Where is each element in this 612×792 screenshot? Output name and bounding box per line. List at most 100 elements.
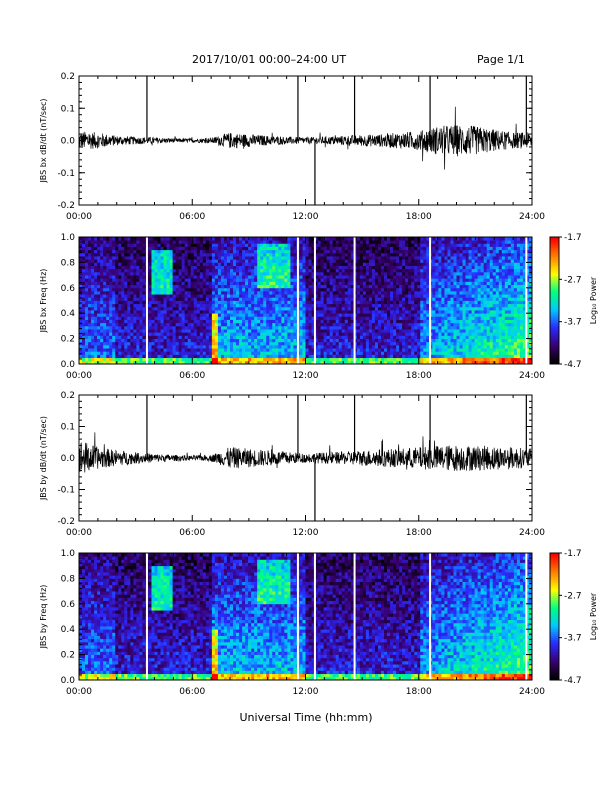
heatmap-cell	[362, 278, 367, 282]
heatmap-cell	[130, 360, 134, 365]
heatmap-cell	[88, 322, 92, 327]
heatmap-cell	[109, 249, 113, 254]
heatmap-cell	[181, 249, 186, 254]
heatmap-cell	[154, 278, 158, 282]
heatmap-cell	[103, 300, 107, 305]
heatmap-cell	[223, 259, 228, 263]
heatmap-cell	[441, 335, 445, 339]
heatmap-cell	[308, 256, 312, 260]
heatmap-cell	[175, 246, 180, 251]
heatmap-cell	[308, 335, 312, 339]
heatmap-cell	[272, 278, 276, 282]
heatmap-cell	[420, 256, 424, 260]
heatmap-cell	[97, 240, 101, 244]
heatmap-cell	[377, 341, 382, 346]
heatmap-cell	[387, 313, 391, 317]
heatmap-cell	[94, 316, 98, 320]
heatmap-cell	[417, 338, 421, 343]
heatmap-cell	[420, 252, 424, 257]
heatmap-cell	[239, 287, 243, 292]
heatmap-cell	[374, 278, 379, 282]
heatmap-cell	[323, 325, 328, 330]
heatmap-cell	[426, 262, 430, 266]
heatmap-cell	[230, 332, 234, 336]
heatmap-cell	[157, 300, 161, 305]
heatmap-cell	[223, 278, 228, 282]
heatmap-cell	[91, 348, 95, 352]
heatmap-cell	[172, 252, 177, 257]
heatmap-cell	[374, 268, 379, 273]
heatmap-cell	[299, 310, 303, 314]
heatmap-cell	[184, 344, 189, 349]
heatmap-cell	[187, 313, 192, 317]
heatmap-cell	[390, 310, 394, 314]
heatmap-cell	[208, 348, 213, 352]
heatmap-cell	[284, 240, 288, 244]
heatmap-cell	[91, 338, 95, 343]
heatmap-cell	[103, 284, 107, 289]
heatmap-cell	[85, 300, 89, 305]
heatmap-cell	[91, 262, 95, 266]
heatmap-cell	[338, 303, 343, 308]
heatmap-cell	[290, 329, 294, 333]
heatmap-cell	[305, 281, 309, 286]
heatmap-cell	[130, 313, 134, 317]
heatmap-cell	[347, 246, 352, 251]
heatmap-cell	[85, 243, 89, 247]
heatmap-cell	[272, 329, 276, 333]
heatmap-cell	[299, 325, 303, 330]
heatmap-cell	[178, 300, 183, 305]
heatmap-cell	[411, 300, 415, 305]
heatmap-cell	[417, 306, 421, 311]
heatmap-cell	[248, 290, 252, 295]
heatmap-cell	[266, 354, 270, 359]
heatmap-cell	[160, 252, 164, 257]
heatmap-cell	[79, 243, 83, 247]
heatmap-cell	[356, 259, 361, 263]
heatmap-cell	[148, 338, 152, 343]
heatmap-cell	[278, 243, 282, 247]
heatmap-cell	[181, 338, 186, 343]
heatmap-cell	[284, 297, 288, 301]
heatmap-cell	[124, 297, 128, 301]
heatmap-cell	[103, 275, 107, 279]
heatmap-cell	[157, 284, 161, 289]
heatmap-cell	[396, 284, 400, 289]
heatmap-cell	[124, 303, 128, 308]
heatmap-cell	[190, 325, 195, 330]
heatmap-cell	[175, 351, 180, 355]
heatmap-cell	[199, 332, 204, 336]
heatmap-cell	[314, 357, 318, 362]
heatmap-cell	[124, 310, 128, 314]
heatmap-cell	[100, 256, 104, 260]
heatmap-cell	[284, 325, 288, 330]
heatmap-cell	[91, 294, 95, 298]
heatmap-cell	[127, 275, 131, 279]
heatmap-cell	[275, 287, 279, 292]
heatmap-cell	[311, 319, 315, 324]
heatmap-cell	[417, 278, 421, 282]
heatmap-cell	[299, 243, 303, 247]
heatmap-cell	[133, 243, 137, 247]
heatmap-cell	[115, 344, 119, 349]
heatmap-cell	[154, 268, 158, 273]
heatmap-cell	[199, 300, 204, 305]
heatmap-cell	[368, 278, 373, 282]
heatmap-cell	[263, 329, 267, 333]
heatmap-cell	[163, 313, 167, 317]
heatmap-cell	[387, 357, 391, 362]
heatmap-cell	[317, 310, 321, 314]
heatmap-cell	[305, 341, 309, 346]
heatmap-cell	[368, 310, 373, 314]
heatmap-cell	[202, 281, 207, 286]
heatmap-cell	[172, 271, 177, 276]
heatmap-cell	[160, 259, 164, 263]
heatmap-cell	[323, 344, 328, 349]
heatmap-cell	[109, 278, 113, 282]
heatmap-cell	[371, 278, 376, 282]
heatmap-cell	[444, 351, 448, 355]
heatmap-cell	[160, 297, 164, 301]
heatmap-cell	[242, 313, 246, 317]
heatmap-cell	[362, 271, 367, 276]
heatmap-cell	[245, 256, 249, 260]
